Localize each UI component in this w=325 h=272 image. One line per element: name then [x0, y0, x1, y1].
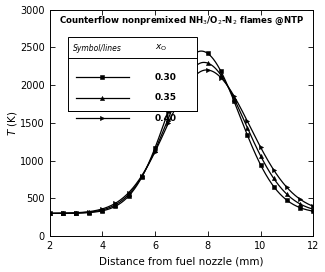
Text: $x_\mathrm{O}$: $x_\mathrm{O}$: [155, 43, 167, 53]
FancyBboxPatch shape: [68, 37, 197, 112]
Y-axis label: $T$ (K): $T$ (K): [6, 110, 19, 135]
Text: 0.30: 0.30: [155, 73, 177, 82]
X-axis label: Distance from fuel nozzle (mm): Distance from fuel nozzle (mm): [99, 256, 264, 267]
Text: 0.40: 0.40: [155, 114, 177, 123]
Text: Counterflow nonpremixed NH$_3$/O$_2$-N$_2$ flames @NTP: Counterflow nonpremixed NH$_3$/O$_2$-N$_…: [58, 15, 304, 27]
Text: Symbol/lines: Symbol/lines: [73, 44, 122, 52]
Text: 0.35: 0.35: [155, 93, 177, 102]
